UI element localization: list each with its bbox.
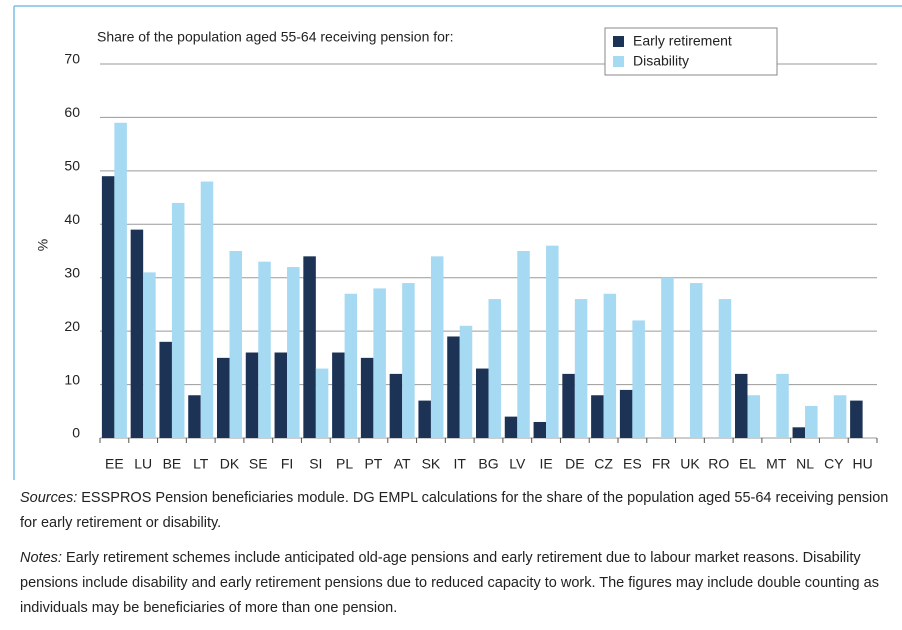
- y-tick-label: 20: [64, 318, 80, 334]
- notes: Notes: Early retirement schemes include …: [20, 546, 892, 621]
- bar: [315, 368, 329, 438]
- legend-swatch: [613, 56, 624, 67]
- x-tick-label: DK: [220, 456, 240, 472]
- x-tick-label: FR: [652, 456, 671, 472]
- x-tick-label: UK: [680, 456, 700, 472]
- bar: [245, 352, 259, 438]
- bar: [303, 256, 316, 438]
- x-tick-label: FI: [281, 456, 293, 472]
- x-tick-label: RO: [708, 456, 729, 472]
- chart: Share of the population aged 55-64 recei…: [13, 5, 902, 480]
- x-tick-label: IT: [453, 456, 466, 472]
- bar: [718, 299, 732, 438]
- bar: [344, 293, 358, 438]
- bar: [430, 256, 444, 438]
- x-tick-label: NL: [796, 456, 814, 472]
- bar: [114, 122, 127, 439]
- bar: [504, 416, 518, 438]
- x-tick-label: AT: [394, 456, 411, 472]
- legend-label: Disability: [633, 53, 689, 69]
- bar: [735, 373, 748, 438]
- bar: [619, 389, 633, 438]
- y-tick-label: 0: [72, 425, 80, 441]
- bar: [418, 400, 431, 438]
- x-tick-label: ES: [623, 456, 642, 472]
- bar: [562, 373, 575, 438]
- y-tick-label: 40: [64, 211, 80, 227]
- bar: [591, 395, 604, 438]
- bar: [517, 251, 530, 438]
- bar: [130, 229, 144, 438]
- bar: [143, 272, 156, 438]
- bar: [217, 357, 230, 438]
- sources: Sources: ESSPROS Pension beneficiaries m…: [20, 486, 892, 536]
- y-tick-label: 10: [64, 371, 80, 387]
- bar: [632, 320, 645, 438]
- x-tick-label: LT: [193, 456, 209, 472]
- bar: [332, 352, 345, 438]
- x-tick-label: LU: [134, 456, 152, 472]
- x-tick-label: PT: [364, 456, 382, 472]
- bar: [546, 245, 559, 438]
- legend-box: [604, 27, 778, 76]
- bar: [287, 267, 300, 438]
- bar: [805, 405, 818, 438]
- sources-label: Sources:: [20, 490, 78, 506]
- bar: [459, 325, 473, 438]
- y-tick-label: 30: [64, 264, 80, 280]
- bar: [447, 336, 460, 438]
- x-tick-label: SI: [309, 456, 322, 472]
- x-tick-label: DE: [565, 456, 584, 472]
- bar: [850, 400, 863, 438]
- x-tick-label: EL: [739, 456, 756, 472]
- legend-swatch: [613, 36, 624, 47]
- bar: [159, 341, 172, 438]
- y-tick-label: 70: [64, 51, 80, 67]
- bar: [258, 261, 271, 438]
- x-tick-label: IE: [539, 456, 552, 472]
- x-tick-label: CY: [824, 456, 844, 472]
- bar: [574, 299, 588, 438]
- bar: [188, 395, 201, 438]
- notes-label: Notes:: [20, 550, 62, 566]
- bar: [747, 395, 760, 438]
- bar: [488, 299, 501, 438]
- chart-title: Share of the population aged 55-64 recei…: [97, 29, 453, 45]
- bar: [373, 288, 386, 438]
- y-axis-label: %: [35, 239, 51, 251]
- bar: [101, 176, 115, 438]
- bar: [833, 395, 847, 438]
- sources-text: ESSPROS Pension beneficiaries module. DG…: [20, 490, 889, 531]
- y-tick-label: 50: [64, 158, 80, 174]
- x-tick-label: BG: [478, 456, 498, 472]
- footer: Sources: ESSPROS Pension beneficiaries m…: [20, 486, 892, 630]
- x-tick-label: SE: [249, 456, 268, 472]
- x-tick-label: CZ: [594, 456, 613, 472]
- bar: [533, 421, 547, 438]
- bar: [274, 352, 288, 438]
- x-tick-label: LV: [509, 456, 526, 472]
- bar: [229, 251, 242, 438]
- x-tick-label: HU: [852, 456, 872, 472]
- bar: [200, 181, 214, 439]
- x-tick-label: EE: [105, 456, 124, 472]
- bar: [661, 277, 674, 438]
- legend-label: Early retirement: [633, 33, 732, 49]
- bar: [171, 202, 185, 438]
- x-tick-label: PL: [336, 456, 353, 472]
- y-tick-label: 60: [64, 104, 80, 120]
- bar: [689, 283, 703, 438]
- bar: [792, 427, 806, 438]
- bar: [360, 357, 374, 438]
- bar: [402, 283, 415, 438]
- bar: [603, 293, 617, 438]
- bar: [389, 373, 403, 438]
- bar: [776, 373, 789, 438]
- x-tick-label: SK: [422, 456, 441, 472]
- x-tick-label: BE: [163, 456, 182, 472]
- notes-text: Early retirement schemes include anticip…: [20, 550, 879, 616]
- x-tick-label: MT: [766, 456, 787, 472]
- bar: [476, 368, 489, 438]
